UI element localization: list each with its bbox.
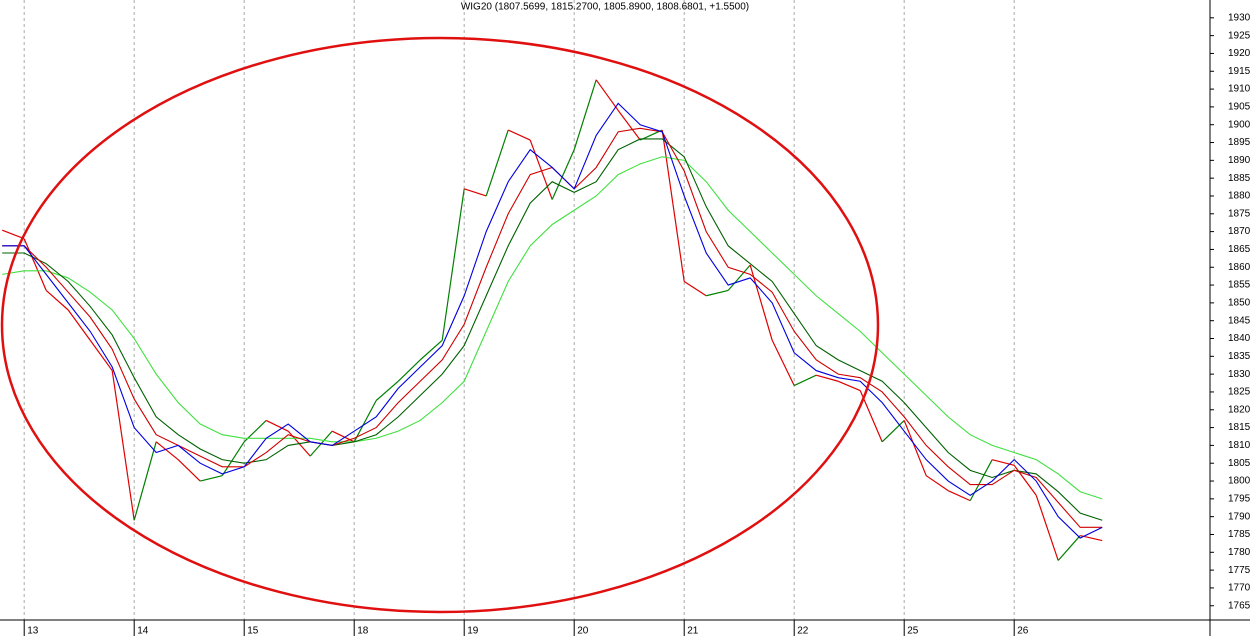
y-tick-label: 1795 bbox=[1228, 493, 1250, 504]
y-tick-label: 1925 bbox=[1228, 30, 1250, 41]
y-tick-label: 1810 bbox=[1228, 440, 1250, 451]
x-tick-label: 14 bbox=[137, 626, 149, 636]
price-segment bbox=[925, 475, 949, 492]
y-tick-label: 1870 bbox=[1228, 226, 1250, 237]
price-segment bbox=[727, 264, 751, 291]
y-tick-label: 1930 bbox=[1228, 12, 1250, 23]
y-tick-label: 1825 bbox=[1228, 387, 1250, 398]
x-tick-label: 21 bbox=[687, 626, 699, 636]
price-segment bbox=[353, 400, 377, 443]
price-segment bbox=[23, 238, 47, 291]
y-tick-label: 1865 bbox=[1228, 244, 1250, 255]
price-segment bbox=[1035, 495, 1059, 561]
price-segment bbox=[89, 339, 113, 371]
price-segment bbox=[133, 441, 157, 521]
annotation-ellipse bbox=[0, 36, 880, 614]
price-segment bbox=[464, 188, 487, 197]
y-tick-label: 1790 bbox=[1228, 511, 1250, 522]
price-segment bbox=[331, 430, 355, 443]
y-tick-label: 1780 bbox=[1228, 547, 1250, 558]
moving-average-line bbox=[2, 138, 1103, 521]
x-tick-label: 25 bbox=[907, 626, 919, 636]
y-tick-label: 1850 bbox=[1228, 298, 1250, 309]
y-tick-label: 1815 bbox=[1228, 422, 1250, 433]
price-segment bbox=[837, 380, 861, 392]
y-tick-label: 1775 bbox=[1228, 565, 1250, 576]
price-segment bbox=[816, 374, 839, 382]
x-tick-label: 15 bbox=[247, 626, 259, 636]
price-segment bbox=[485, 129, 509, 197]
price-segment bbox=[992, 459, 1015, 466]
plot-area bbox=[1, 0, 1103, 620]
price-segment bbox=[265, 419, 289, 432]
price-segment bbox=[375, 380, 399, 401]
price-segment bbox=[947, 490, 971, 502]
price-segment bbox=[507, 129, 531, 141]
y-tick-label: 1920 bbox=[1228, 48, 1250, 59]
price-segment bbox=[419, 339, 443, 361]
price-segment bbox=[397, 359, 421, 382]
price-segment bbox=[881, 420, 905, 443]
price-segment bbox=[573, 79, 597, 150]
y-tick-label: 1835 bbox=[1228, 351, 1250, 362]
price-segment bbox=[111, 370, 135, 521]
y-tick-label: 1770 bbox=[1228, 583, 1250, 594]
price-segment bbox=[793, 374, 817, 387]
y-tick-label: 1830 bbox=[1228, 369, 1250, 380]
price-segment bbox=[1, 229, 25, 240]
y-tick-label: 1840 bbox=[1228, 333, 1250, 344]
chart-title: WIG20 (1807.5699, 1815.2700, 1805.8900, … bbox=[461, 2, 749, 13]
price-segment bbox=[706, 289, 729, 297]
y-tick-label: 1855 bbox=[1228, 280, 1250, 291]
price-segment bbox=[441, 188, 465, 341]
price-segment bbox=[1013, 465, 1037, 496]
y-tick-label: 1805 bbox=[1228, 458, 1250, 469]
price-segment bbox=[617, 110, 641, 141]
x-tick-label: 13 bbox=[27, 626, 39, 636]
x-tick-label: 18 bbox=[357, 626, 369, 636]
price-segment bbox=[595, 79, 619, 111]
price-segment bbox=[903, 420, 927, 476]
price-segment bbox=[661, 129, 685, 282]
y-tick-label: 1765 bbox=[1228, 600, 1250, 611]
price-segment bbox=[67, 309, 91, 341]
price-segment bbox=[1057, 535, 1081, 561]
y-tick-label: 1915 bbox=[1228, 66, 1250, 77]
price-segment bbox=[177, 459, 201, 482]
y-tick-label: 1910 bbox=[1228, 84, 1250, 95]
price-segment bbox=[551, 149, 575, 200]
price-segment bbox=[771, 340, 795, 386]
y-tick-label: 1900 bbox=[1228, 119, 1250, 130]
x-tick-label: 19 bbox=[467, 626, 479, 636]
price-segment bbox=[969, 459, 993, 501]
price-segment bbox=[200, 475, 223, 482]
price-segment bbox=[221, 441, 245, 477]
y-tick-label: 1905 bbox=[1228, 102, 1250, 113]
y-tick-label: 1885 bbox=[1228, 173, 1250, 184]
x-tick-label: 20 bbox=[577, 626, 589, 636]
y-tick-label: 1880 bbox=[1228, 191, 1250, 202]
moving-average-line bbox=[2, 102, 1103, 539]
y-tick-label: 1860 bbox=[1228, 262, 1250, 273]
y-tick-label: 1845 bbox=[1228, 315, 1250, 326]
y-tick-label: 1820 bbox=[1228, 404, 1250, 415]
y-tick-label: 1875 bbox=[1228, 208, 1250, 219]
y-tick-label: 1785 bbox=[1228, 529, 1250, 540]
y-tick-label: 1800 bbox=[1228, 476, 1250, 487]
price-segment bbox=[683, 280, 707, 297]
moving-average-line bbox=[2, 156, 1103, 500]
y-tick-label: 1895 bbox=[1228, 137, 1250, 148]
price-segment bbox=[45, 289, 69, 311]
y-tick-label: 1890 bbox=[1228, 155, 1250, 166]
x-tick-label: 26 bbox=[1017, 626, 1029, 636]
x-tick-label: 22 bbox=[797, 626, 809, 636]
price-segment bbox=[155, 441, 179, 461]
price-segment bbox=[529, 139, 553, 200]
